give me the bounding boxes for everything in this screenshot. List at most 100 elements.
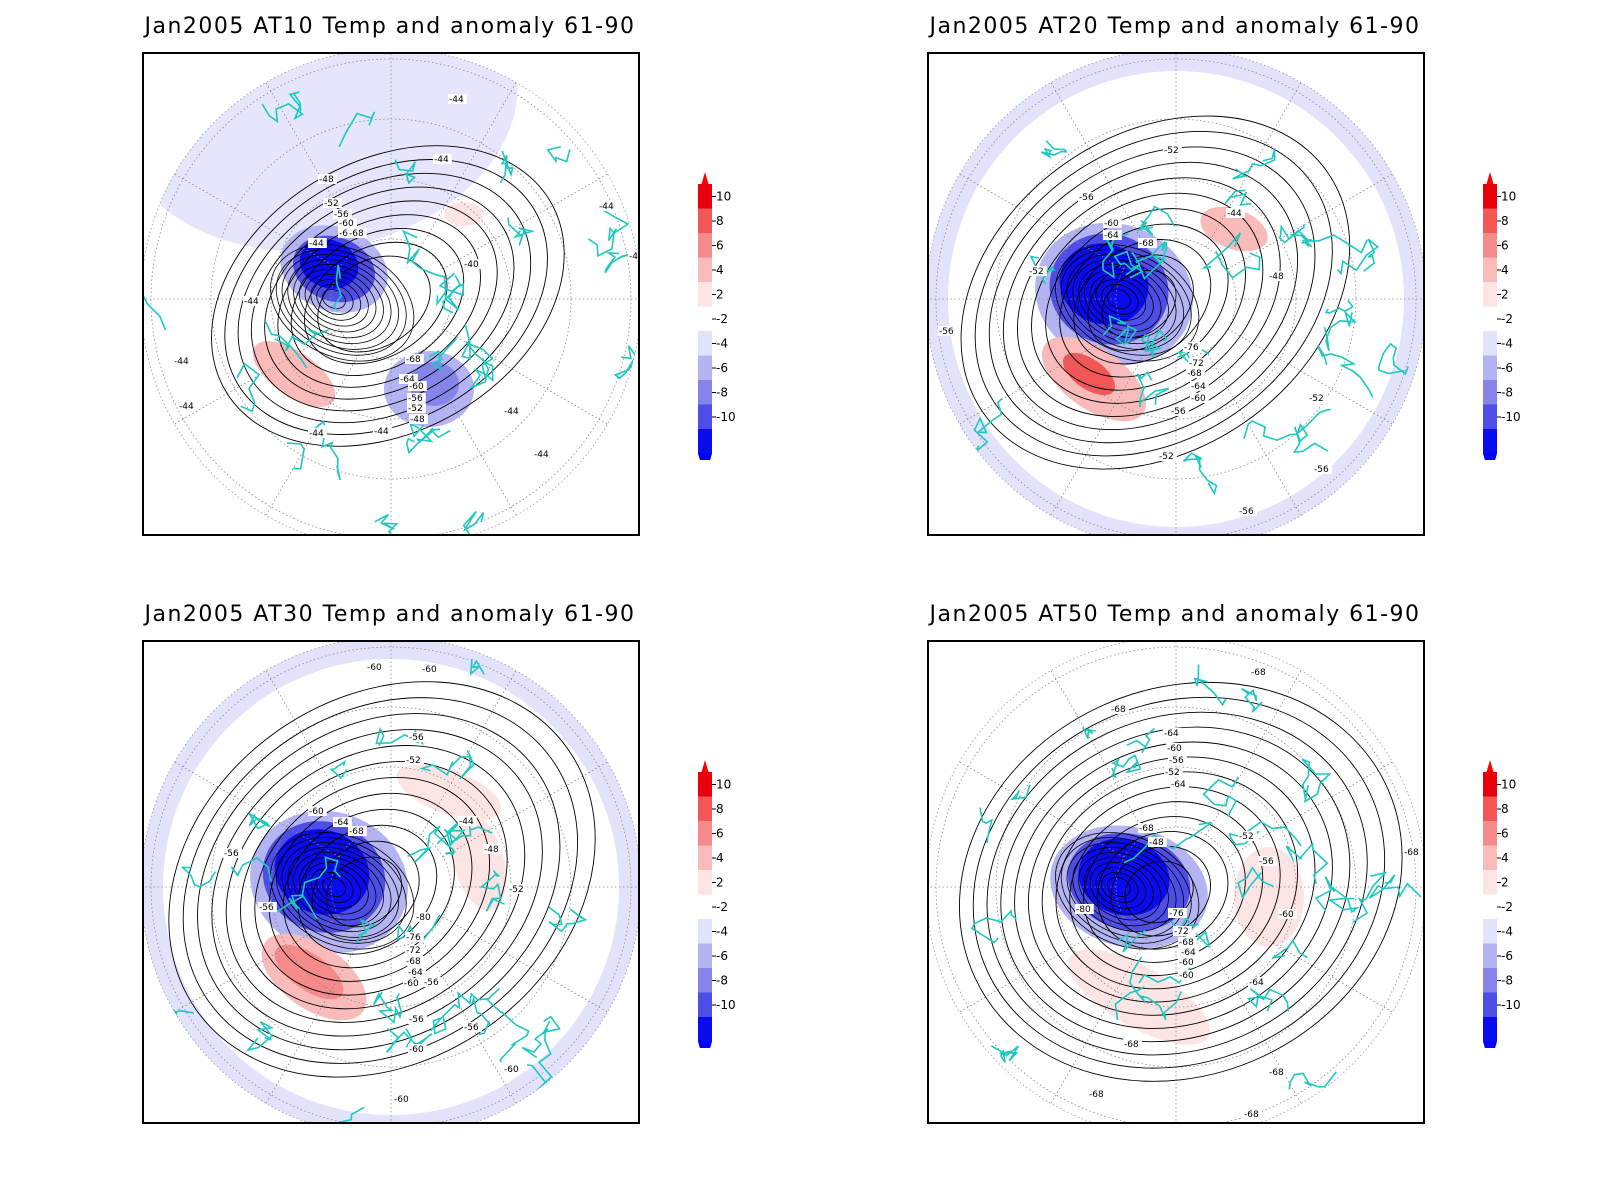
coastline [1136,371,1169,408]
colorbar-tick-label: 2 [1501,288,1509,302]
meridian-line [950,916,1125,1018]
contour-label: -64 [334,818,349,828]
contour-label: -68 [349,827,364,837]
colorbar-tick-label: -8 [1501,386,1513,400]
coastline [1232,148,1276,180]
isotherm-contour [1089,274,1154,327]
coastline [338,111,376,148]
meridian-line [1227,756,1402,858]
isotherm-contour [1016,177,1281,417]
isotherm-contour [197,713,561,1051]
contour-label-bg [1163,728,1182,738]
contour-label-bg [938,326,957,336]
contour-label-bg [323,198,342,208]
coastline [1202,776,1239,818]
map-content [929,54,1423,534]
colorbar-segment [1483,404,1497,429]
colorbar-tick-label: -8 [716,974,728,988]
meridian-line [1227,328,1402,430]
contour-label-bg [533,449,552,459]
coastline [1117,929,1146,953]
contour-label: -68 [349,229,364,239]
contour-label-bg [415,912,434,922]
contour-label: -48 [484,845,499,855]
isotherm-contour [270,244,415,362]
contour-label: -64 [1181,948,1196,958]
contour-label-bg [373,426,392,436]
contour-label-bg [408,381,427,391]
coastline [288,894,318,920]
contour-label-bg [405,956,424,966]
contour-label: -52 [1164,146,1179,156]
colorbar-segment [698,208,712,233]
contour-label-bg [308,428,327,438]
colorbar-arrow-bottom [698,453,712,478]
contour-label-bg [407,403,426,413]
colorbar-tick-label: 8 [716,214,724,228]
anomaly-area [252,341,336,407]
coastline [1293,422,1329,454]
isotherm-contour [1014,741,1333,1029]
contour-label-bg [243,296,262,306]
colorbar-segment [1483,306,1497,331]
meridian-line [950,328,1125,430]
contour-label: -68 [406,355,421,365]
contour-label-bg [503,1064,522,1074]
contour-label: -68 [1179,938,1194,948]
isotherm-contour [281,842,400,938]
isotherm-contour [287,259,392,345]
colorbar-tick-label: -6 [716,949,728,963]
anomaly-ring [144,642,638,1122]
isotherm-contour [1083,857,1162,921]
contour-label-bg [1088,1089,1107,1099]
coastline [287,442,305,470]
isotherm-contour [316,284,354,315]
contour-label-bg [1258,856,1277,866]
contour-label-bg [1028,266,1047,276]
contour-label-bg [433,154,452,164]
colorbar-svg: 10 8 6 4 2 -2 -4 -6 -8 -10 [1483,760,1521,1066]
colorbar-segment [698,257,712,282]
contour-label: -68 [1251,668,1266,678]
contour-label-bg [173,356,192,366]
contour-label-bg [348,826,367,836]
contour-label: -60 [1179,958,1194,968]
coastline [469,658,485,676]
colorbar-segment [1483,208,1497,233]
contour-label-bg [348,228,367,238]
colorbar-segment [698,894,712,919]
coastline [1279,224,1369,254]
contour-label-bg [463,1022,482,1032]
meridian-line [1045,73,1147,248]
meridian-line [165,756,340,858]
meridian-line [1045,661,1147,836]
meridian-line [420,661,522,836]
contour-label-bg [366,662,385,672]
contour-label-bg [338,218,357,228]
map-frame: -68 -68 -64 -60 -56 -52 -64 -68 -48 -52 -56 -60 -80-… [927,640,1425,1124]
contour-label: -80 [1076,905,1091,915]
coastline [521,1020,551,1059]
isotherm-contour [275,249,407,356]
coastline [1243,408,1332,442]
colorbar-segment [1483,380,1497,405]
anomaly-area [1068,949,1210,1045]
colorbar-tick-label: 4 [716,851,724,865]
contour-label-bg [1138,238,1157,248]
isotherm-contour [304,274,369,327]
contour-label: -60 [404,979,419,989]
contour-label: -68 [1111,705,1126,715]
coastline [1111,754,1142,779]
contour-label-bg [393,1094,412,1104]
coastline [1224,189,1252,206]
isotherm-contour [1089,862,1154,915]
coastline [1182,452,1218,496]
contour-label: -56 [409,1015,424,1025]
contour-label: -56 [1171,407,1186,417]
panel-at30: Jan2005 AT30 Temp and anomaly 61-90 -60-… [130,588,650,1148]
contour-label-bg [1186,368,1205,378]
coastline [1123,821,1212,864]
colorbar-segment [698,355,712,380]
map-frame: -44-44-44-44-44-44-44-44-44-44-44-44-48-… [142,52,640,536]
contour-label-bg [628,251,638,261]
